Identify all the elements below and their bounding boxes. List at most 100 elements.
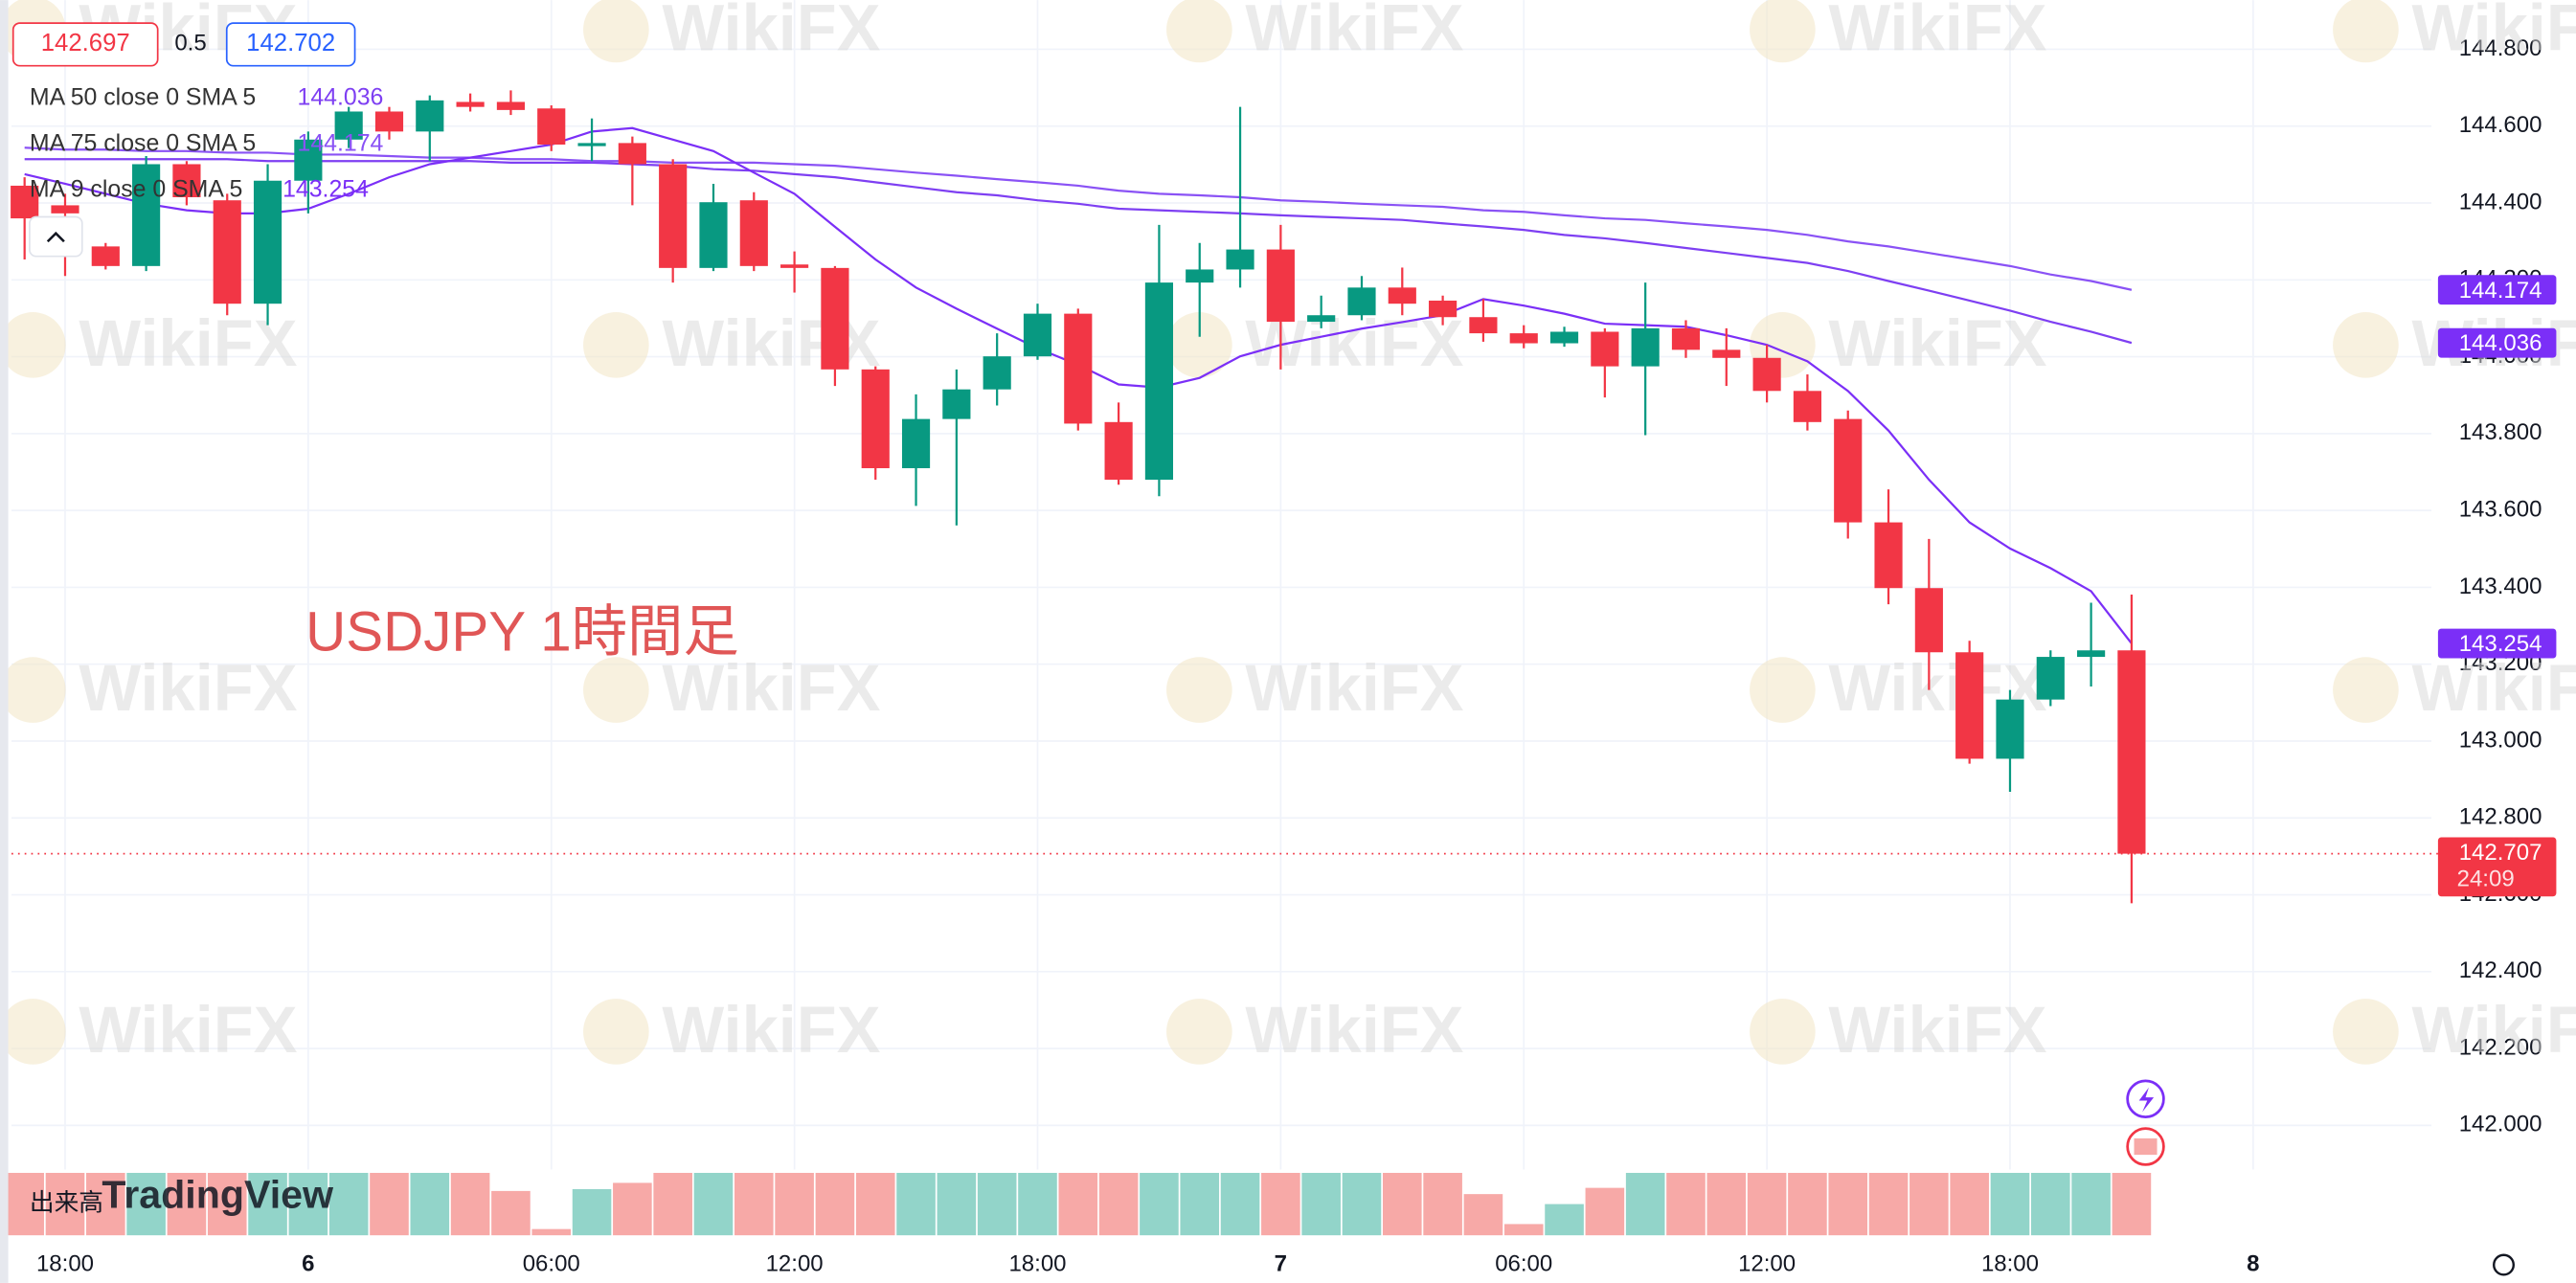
watermark-icon	[583, 0, 649, 63]
y-tick-label: 144.600	[2459, 112, 2542, 138]
watermark-icon	[1750, 657, 1816, 723]
collapse-legend[interactable]	[29, 215, 83, 258]
candle-body	[1712, 349, 1741, 358]
candle-body	[1671, 327, 1701, 350]
ask-box[interactable]	[225, 22, 356, 67]
watermark: WikiFX	[1828, 0, 2046, 65]
y-tick-label: 142.000	[2459, 1112, 2542, 1137]
candle-body	[901, 418, 931, 468]
volume-bar	[572, 1188, 612, 1236]
volume-bar	[1503, 1224, 1544, 1236]
x-tick-label: 8	[2247, 1250, 2259, 1276]
candle-body	[1023, 313, 1052, 357]
price-badge	[2437, 275, 2557, 305]
grid: 142.000142.200142.400142.600142.800143.0…	[11, 0, 2542, 1276]
candle-body	[374, 111, 404, 132]
spread: 0.5	[174, 31, 206, 56]
volume-bar	[2030, 1172, 2070, 1236]
candle-body	[1469, 317, 1498, 334]
candle-body	[456, 101, 485, 107]
volume-label: 出来高	[30, 1188, 103, 1216]
y-tick-label: 144.400	[2459, 189, 2542, 214]
volume-bar	[1301, 1172, 1341, 1236]
watermark-icon	[2333, 0, 2399, 63]
x-tick-label: 12:00	[766, 1250, 824, 1276]
x-tick-label: 7	[1275, 1250, 1287, 1276]
volume-bar	[937, 1172, 977, 1236]
candle-body	[1549, 331, 1579, 344]
volume-bar	[248, 1172, 287, 1236]
candle-body	[821, 267, 849, 370]
candle-body	[253, 180, 282, 304]
candle-body	[2117, 650, 2146, 854]
candle-body	[1064, 313, 1093, 424]
volume-pane	[5, 1172, 2152, 1236]
candle-body	[942, 389, 971, 419]
y-tick-label: 143.000	[2459, 727, 2542, 753]
watermark: WikiFX	[662, 993, 880, 1067]
volume-bar	[1423, 1172, 1462, 1236]
volume-bar	[1747, 1172, 1787, 1236]
candle-body	[739, 200, 768, 266]
volume-bar	[1382, 1172, 1422, 1236]
x-tick-label: 12:00	[1738, 1250, 1796, 1276]
volume-bar	[1909, 1172, 1949, 1236]
watermark-icon	[1750, 0, 1816, 63]
candle-body	[1347, 287, 1376, 316]
watermark-icon	[1750, 999, 1816, 1065]
volume-bar	[531, 1228, 572, 1236]
candle-body	[1388, 287, 1416, 304]
price-badge	[2437, 628, 2557, 659]
bid-box[interactable]	[11, 22, 159, 67]
candle-body	[1631, 327, 1660, 367]
volume-bar	[207, 1172, 247, 1236]
price-badge-text: 144.174	[2459, 278, 2542, 304]
candle-body	[983, 356, 1011, 390]
legend-name: MA 75 close 0 SMA 5	[30, 130, 256, 157]
legend-name: MA 9 close 0 SMA 5	[30, 176, 242, 203]
volume-bar	[1342, 1172, 1382, 1236]
candle-body	[699, 202, 728, 268]
watermark: WikiFX	[79, 306, 297, 380]
y-tick-label: 143.600	[2459, 496, 2542, 522]
volume-bar	[855, 1172, 895, 1236]
candle-body	[213, 200, 241, 304]
volume-bar	[693, 1172, 734, 1236]
candle-body	[1955, 652, 1984, 759]
last-price-badge	[2437, 837, 2557, 897]
watermark: WikiFX	[79, 993, 297, 1067]
candle-body	[11, 185, 39, 219]
candle-body	[1834, 418, 1863, 523]
volume-bar	[328, 1172, 369, 1236]
settings-icon[interactable]	[2493, 1253, 2516, 1276]
candle-body	[416, 100, 444, 132]
volume-bar	[1140, 1172, 1179, 1236]
x-tick-label: 6	[302, 1250, 314, 1276]
volume-bar	[1545, 1204, 1584, 1236]
watermark-icon	[1166, 657, 1232, 723]
collapse-icon	[46, 231, 65, 243]
volume-bar	[167, 1172, 207, 1236]
volume-bar	[450, 1172, 490, 1236]
volume-bar	[2071, 1172, 2111, 1236]
volume-bar	[1828, 1172, 1868, 1236]
volume-bar	[2112, 1172, 2152, 1236]
y-tick-label: 143.400	[2459, 574, 2542, 599]
volume-bar	[775, 1172, 814, 1236]
candle-body	[1793, 391, 1822, 422]
volume-bar	[613, 1182, 652, 1236]
candle-body	[1752, 357, 1781, 392]
legend-value: 144.036	[298, 84, 384, 111]
volume-bar	[410, 1172, 450, 1236]
candles	[11, 90, 2146, 904]
candle-body	[1429, 300, 1457, 318]
y-tick-label: 144.800	[2459, 35, 2542, 61]
candle-body	[780, 264, 809, 268]
ma-line	[24, 146, 2133, 291]
candle-body	[1914, 588, 1943, 653]
countdown: 24:09	[2457, 866, 2515, 891]
candle-body	[1226, 249, 1254, 270]
